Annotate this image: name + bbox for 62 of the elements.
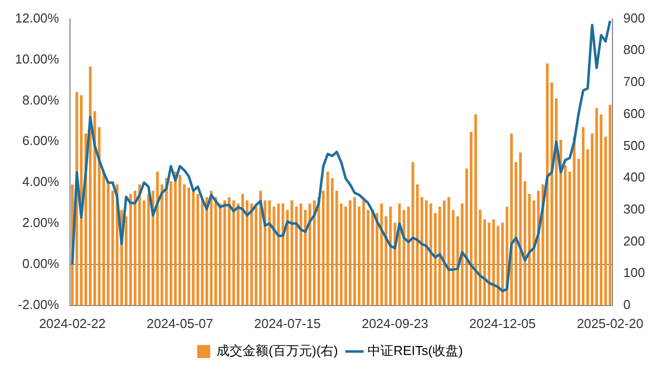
bar	[106, 181, 110, 306]
y-tick-label: 6.00%	[22, 133, 60, 148]
bar	[353, 197, 356, 306]
y2-tick-label: 100	[623, 265, 646, 280]
y-tick-label: 12.00%	[14, 10, 60, 26]
x-tick-label: 2025-02-20	[576, 316, 644, 331]
y-tick-label: 8.00%	[22, 92, 60, 108]
bar	[348, 200, 352, 306]
bar	[416, 184, 419, 306]
x-tick-label: 2024-09-23	[362, 316, 428, 331]
bar	[447, 197, 450, 306]
bar	[344, 206, 348, 306]
x-tick-label: 2024-02-22	[39, 316, 106, 331]
bar	[470, 132, 472, 306]
legend-label: 成交金额(百万元)(右)	[216, 343, 338, 358]
y-tick-label: 10.00%	[14, 51, 60, 66]
bar	[330, 178, 334, 306]
bar	[228, 197, 231, 306]
bar	[236, 204, 240, 306]
bar	[577, 158, 580, 306]
bar	[192, 190, 195, 306]
legend-label: 中证REITs(收盘)	[367, 343, 463, 358]
y-tick-label: -2.00%	[18, 296, 60, 312]
bar	[452, 210, 455, 306]
bar	[474, 114, 477, 306]
bar	[586, 149, 590, 306]
bar	[335, 190, 338, 306]
y2-tick-label: 500	[623, 138, 646, 153]
x-tick-label: 2024-05-07	[146, 316, 214, 331]
bar	[322, 190, 325, 306]
y2-tick-label: 200	[623, 233, 646, 248]
y2-tick-label: 800	[623, 42, 646, 58]
bar	[568, 172, 572, 306]
y-tick-label: 4.00%	[22, 174, 60, 190]
bar	[564, 165, 567, 306]
bar	[340, 204, 343, 306]
bar	[326, 172, 330, 306]
bar	[465, 168, 468, 306]
bar	[183, 184, 186, 306]
bar	[178, 174, 182, 306]
bar	[223, 200, 226, 306]
bar	[582, 127, 585, 306]
x-tick-label: 2024-07-15	[254, 316, 321, 331]
bar	[187, 188, 190, 306]
y-tick-label: 0.00%	[22, 256, 60, 272]
bar	[358, 206, 360, 306]
bar	[595, 108, 598, 306]
y2-tick-label: 400	[623, 170, 646, 185]
y2-tick-label: 700	[623, 74, 646, 90]
bar	[111, 190, 114, 306]
bar	[200, 200, 204, 306]
bar	[102, 172, 106, 306]
bar	[241, 194, 244, 306]
y-tick-label: 2.00%	[22, 215, 60, 230]
bar	[196, 194, 200, 306]
y2-tick-label: 0	[623, 296, 631, 312]
bar	[590, 133, 594, 306]
x-tick-label: 2024-12-05	[469, 316, 536, 331]
y2-tick-label: 600	[623, 106, 646, 121]
y2-tick-label: 300	[623, 201, 646, 216]
bar	[420, 197, 424, 306]
y2-tick-label: 900	[623, 10, 646, 26]
